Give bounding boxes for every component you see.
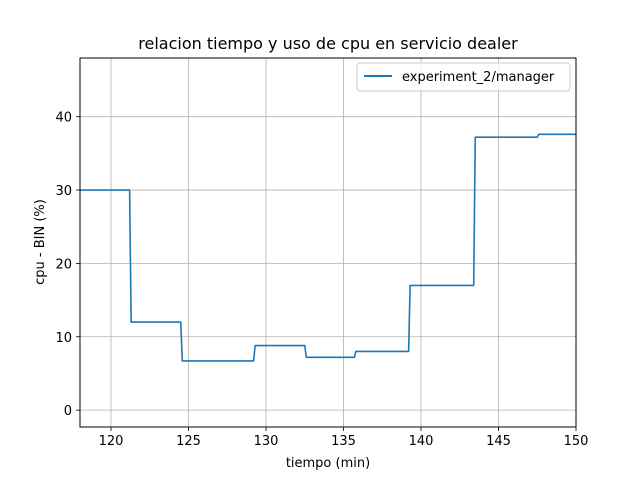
chart-title: relacion tiempo y uso de cpu en servicio… bbox=[138, 34, 518, 53]
series-line bbox=[80, 133, 576, 362]
plot-frame bbox=[79, 57, 577, 428]
y-tick-label: 40 bbox=[55, 111, 72, 126]
x-axis-label: tiempo (min) bbox=[286, 456, 370, 471]
axis-ticks: 120 125 130 135 140 145 150 0 10 20 30 40 bbox=[55, 111, 588, 449]
y-tick-label: 20 bbox=[55, 257, 72, 272]
grid bbox=[80, 58, 577, 427]
legend-label: experiment_2/manager bbox=[402, 70, 555, 85]
x-tick-label: 150 bbox=[564, 434, 589, 449]
y-tick-label: 10 bbox=[55, 331, 72, 346]
x-tick-label: 130 bbox=[254, 434, 279, 449]
legend-box bbox=[356, 62, 571, 92]
y-tick-label: 30 bbox=[55, 184, 72, 199]
x-tick-label: 140 bbox=[409, 434, 434, 449]
y-axis-label: cpu - BIN (%) bbox=[33, 199, 48, 285]
y-tick-label: 0 bbox=[64, 404, 72, 419]
series-lines bbox=[80, 133, 576, 362]
x-tick-label: 125 bbox=[176, 434, 201, 449]
x-tick-label: 135 bbox=[331, 434, 356, 449]
legend: experiment_2/manager bbox=[356, 62, 571, 92]
x-tick-label: 120 bbox=[99, 434, 124, 449]
x-tick-label: 145 bbox=[486, 434, 511, 449]
